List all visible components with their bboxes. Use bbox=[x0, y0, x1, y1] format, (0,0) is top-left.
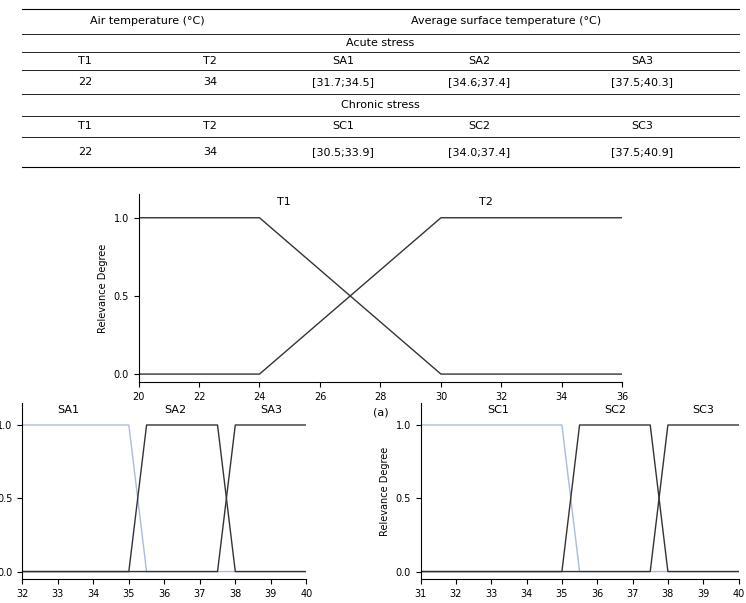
Text: SC3: SC3 bbox=[631, 121, 653, 131]
X-axis label: (a): (a) bbox=[373, 407, 388, 417]
Text: [37.5;40.9]: [37.5;40.9] bbox=[611, 147, 673, 157]
Text: T1: T1 bbox=[78, 121, 92, 131]
Text: T2: T2 bbox=[204, 55, 217, 66]
Text: SA2: SA2 bbox=[468, 55, 490, 66]
Text: 22: 22 bbox=[78, 147, 93, 157]
Text: Acute stress: Acute stress bbox=[346, 38, 415, 48]
Text: Air temperature (°C): Air temperature (°C) bbox=[90, 16, 205, 27]
Text: Chronic stress: Chronic stress bbox=[341, 100, 420, 110]
Text: T1: T1 bbox=[277, 197, 290, 207]
Text: [37.5;40.3]: [37.5;40.3] bbox=[611, 77, 673, 87]
Text: SA3: SA3 bbox=[260, 405, 282, 415]
Text: [34.0;37.4]: [34.0;37.4] bbox=[448, 147, 510, 157]
Text: SC1: SC1 bbox=[332, 121, 354, 131]
Text: SC2: SC2 bbox=[604, 405, 626, 415]
Text: [34.6;37.4]: [34.6;37.4] bbox=[448, 77, 510, 87]
Text: 22: 22 bbox=[78, 77, 93, 87]
Text: T1: T1 bbox=[78, 55, 92, 66]
Text: SC3: SC3 bbox=[692, 405, 714, 415]
Text: [31.7;34.5]: [31.7;34.5] bbox=[312, 77, 374, 87]
Text: Average surface temperature (°C): Average surface temperature (°C) bbox=[411, 16, 601, 27]
Text: SA1: SA1 bbox=[57, 405, 80, 415]
Text: SC2: SC2 bbox=[468, 121, 490, 131]
Text: SA3: SA3 bbox=[631, 55, 653, 66]
Text: T2: T2 bbox=[204, 121, 217, 131]
Y-axis label: Relevance Degree: Relevance Degree bbox=[98, 244, 108, 333]
Text: [30.5;33.9]: [30.5;33.9] bbox=[312, 147, 374, 157]
Text: SC1: SC1 bbox=[487, 405, 510, 415]
Text: SA2: SA2 bbox=[164, 405, 186, 415]
Text: 34: 34 bbox=[204, 77, 217, 87]
Y-axis label: Relevance Degree: Relevance Degree bbox=[380, 446, 390, 535]
Text: SA1: SA1 bbox=[332, 55, 354, 66]
Text: T2: T2 bbox=[480, 197, 493, 207]
Text: 34: 34 bbox=[204, 147, 217, 157]
